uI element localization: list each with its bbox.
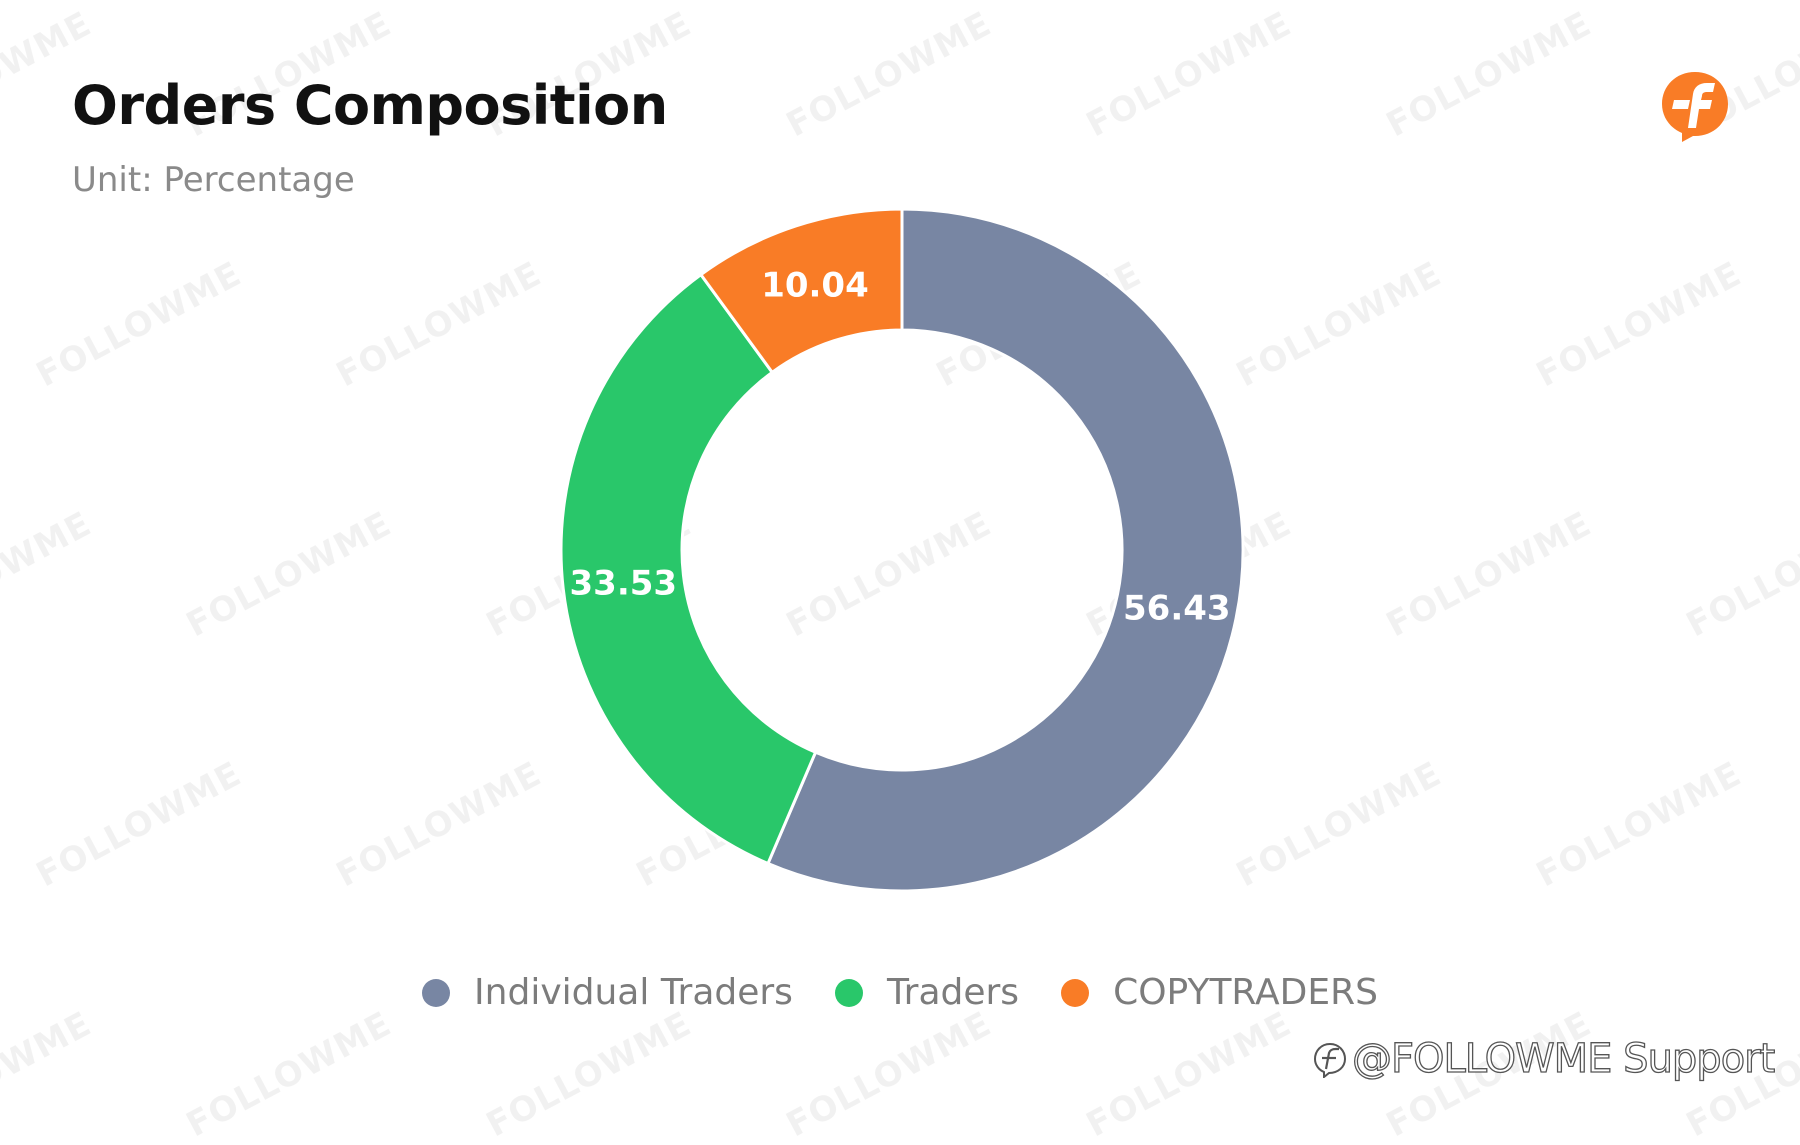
legend-swatch (1061, 978, 1090, 1007)
slice-individual-traders[interactable] (765, 207, 1245, 893)
legend-item-copytraders[interactable]: COPYTRADERS (1061, 972, 1378, 1013)
footer-credit: @FOLLOWME Support (1312, 1035, 1776, 1083)
followme-logo-icon (1662, 72, 1728, 142)
legend-label: Traders (886, 972, 1020, 1013)
chart-title: Orders Composition (72, 74, 668, 137)
legend-item-traders[interactable]: Traders (834, 972, 1020, 1013)
chart-subtitle: Unit: Percentage (72, 160, 355, 200)
legend-label: Individual Traders (474, 972, 793, 1013)
slice-traders[interactable] (559, 272, 818, 866)
legend-swatch (834, 978, 863, 1007)
slice-data-label: 33.53 (570, 564, 678, 604)
footer-text: @FOLLOWME Support (1351, 1035, 1776, 1082)
legend-item-individual-traders[interactable]: Individual Traders (422, 972, 793, 1013)
slice-data-label: 10.04 (761, 265, 869, 305)
slice-data-label: 56.43 (1123, 588, 1231, 628)
weibo-f-icon (1313, 1042, 1347, 1078)
legend-swatch (422, 978, 451, 1007)
legend-label: COPYTRADERS (1113, 972, 1378, 1013)
slice-copytraders[interactable] (698, 207, 904, 375)
chart-legend: Individual Traders Traders COPYTRADERS (0, 972, 1800, 1013)
